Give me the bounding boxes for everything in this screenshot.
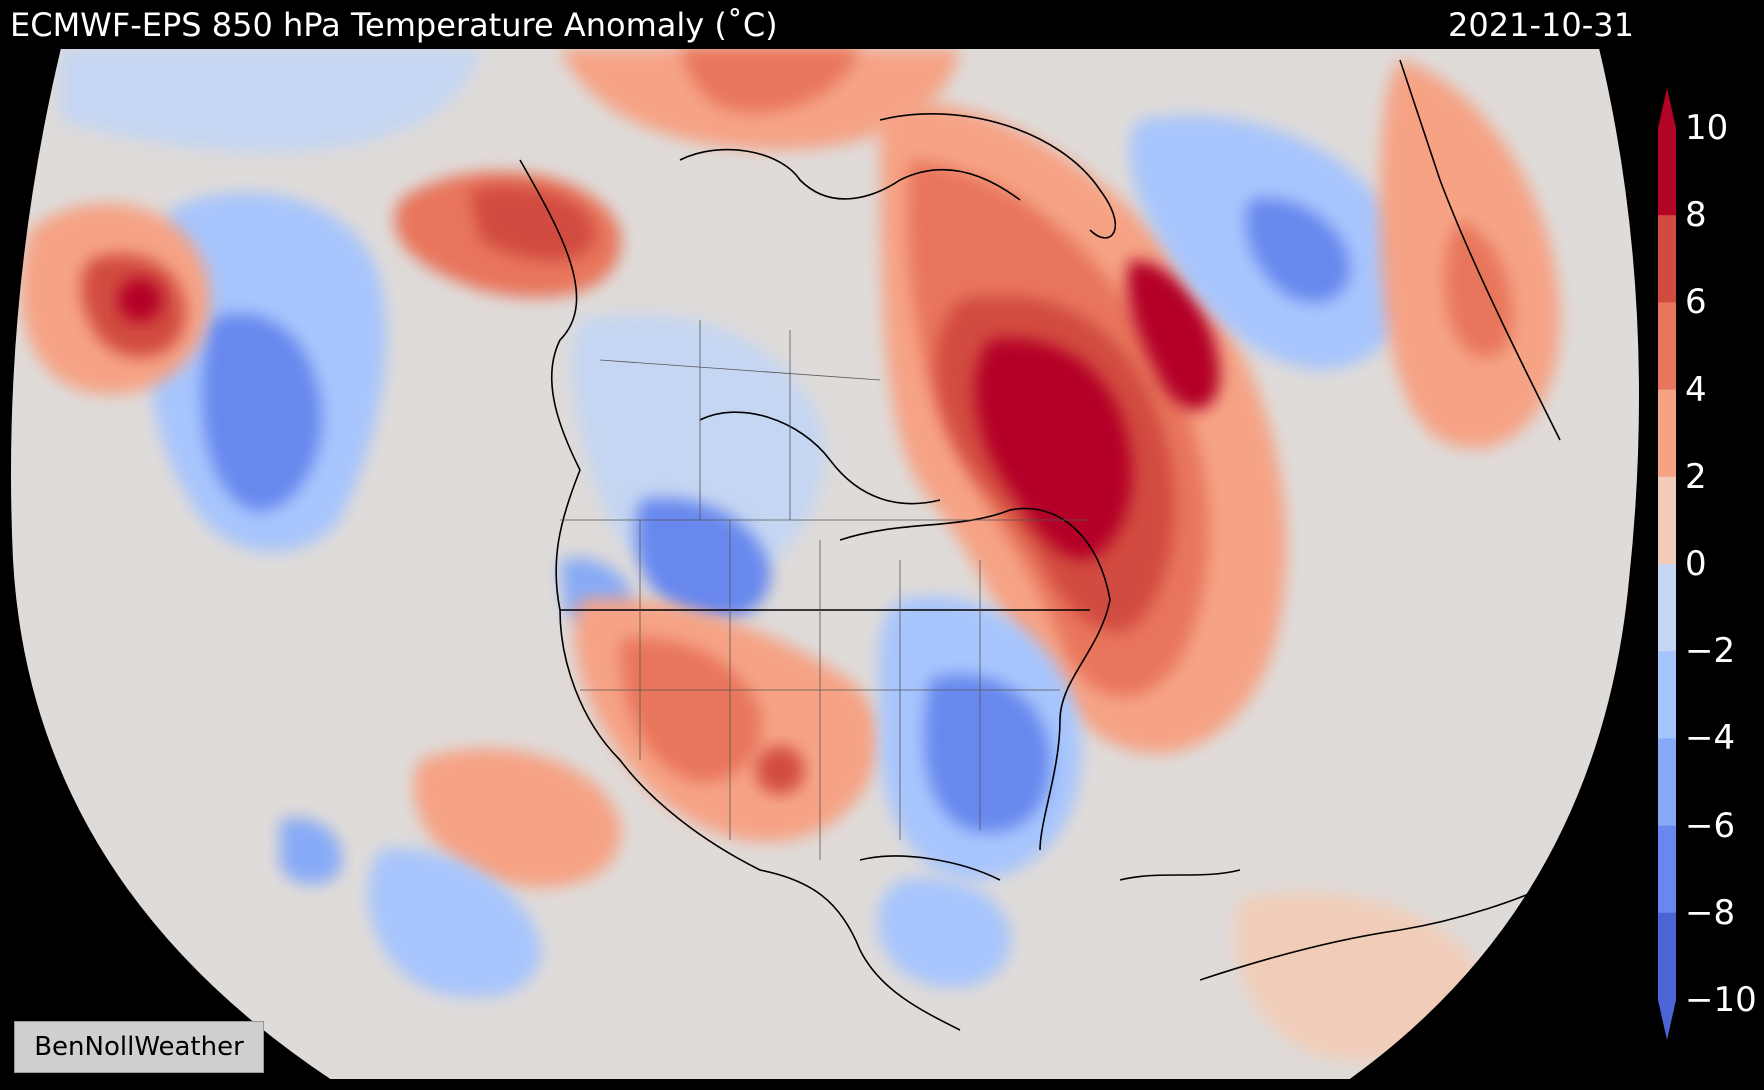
- colorbar-tick-label: 6: [1685, 282, 1707, 323]
- colorbar-bin: [1658, 476, 1676, 565]
- colorbar-tick-label: 4: [1685, 369, 1707, 410]
- coastlines: [519, 59, 1561, 1031]
- map-title: ECMWF-EPS 850 hPa Temperature Anomaly (˚…: [10, 6, 778, 44]
- colorbar-max-arrow: [1658, 88, 1676, 128]
- colorbar-bin: [1658, 564, 1676, 652]
- colorbar-bin: [1658, 215, 1676, 303]
- colorbar-bin: [1658, 128, 1676, 216]
- colorbar: [1658, 88, 1676, 1040]
- colorbar-tick-label: −6: [1685, 805, 1736, 846]
- colorbar-bin: [1658, 389, 1676, 478]
- colorbar-tick-label: 8: [1685, 195, 1707, 236]
- western-canada-cold-region: [571, 314, 826, 584]
- credit-badge: BenNollWeather: [14, 1021, 264, 1073]
- colorbar-bin: [1658, 738, 1676, 827]
- colorbar-tick-label: 2: [1685, 456, 1707, 497]
- colorbar-tick-label: −8: [1685, 892, 1736, 933]
- colorbar-tick-label: 0: [1685, 544, 1707, 584]
- colorbar-bin: [1658, 651, 1676, 739]
- globe: [10, 48, 1640, 1080]
- colorbar-tick-label: 10: [1685, 108, 1729, 148]
- colorbar-tick-label: −2: [1685, 631, 1736, 672]
- map-date: 2021-10-31: [1448, 6, 1634, 44]
- state-borders: [560, 320, 1090, 860]
- colorbar-tick-label: −4: [1685, 718, 1736, 759]
- colorbar-bin: [1658, 912, 1676, 1001]
- colorbar-min-arrow: [1658, 1000, 1676, 1040]
- colorbar-bin: [1658, 825, 1676, 914]
- colorbar-bin: [1658, 302, 1676, 391]
- colorbar-tick-label: −10: [1685, 980, 1757, 1020]
